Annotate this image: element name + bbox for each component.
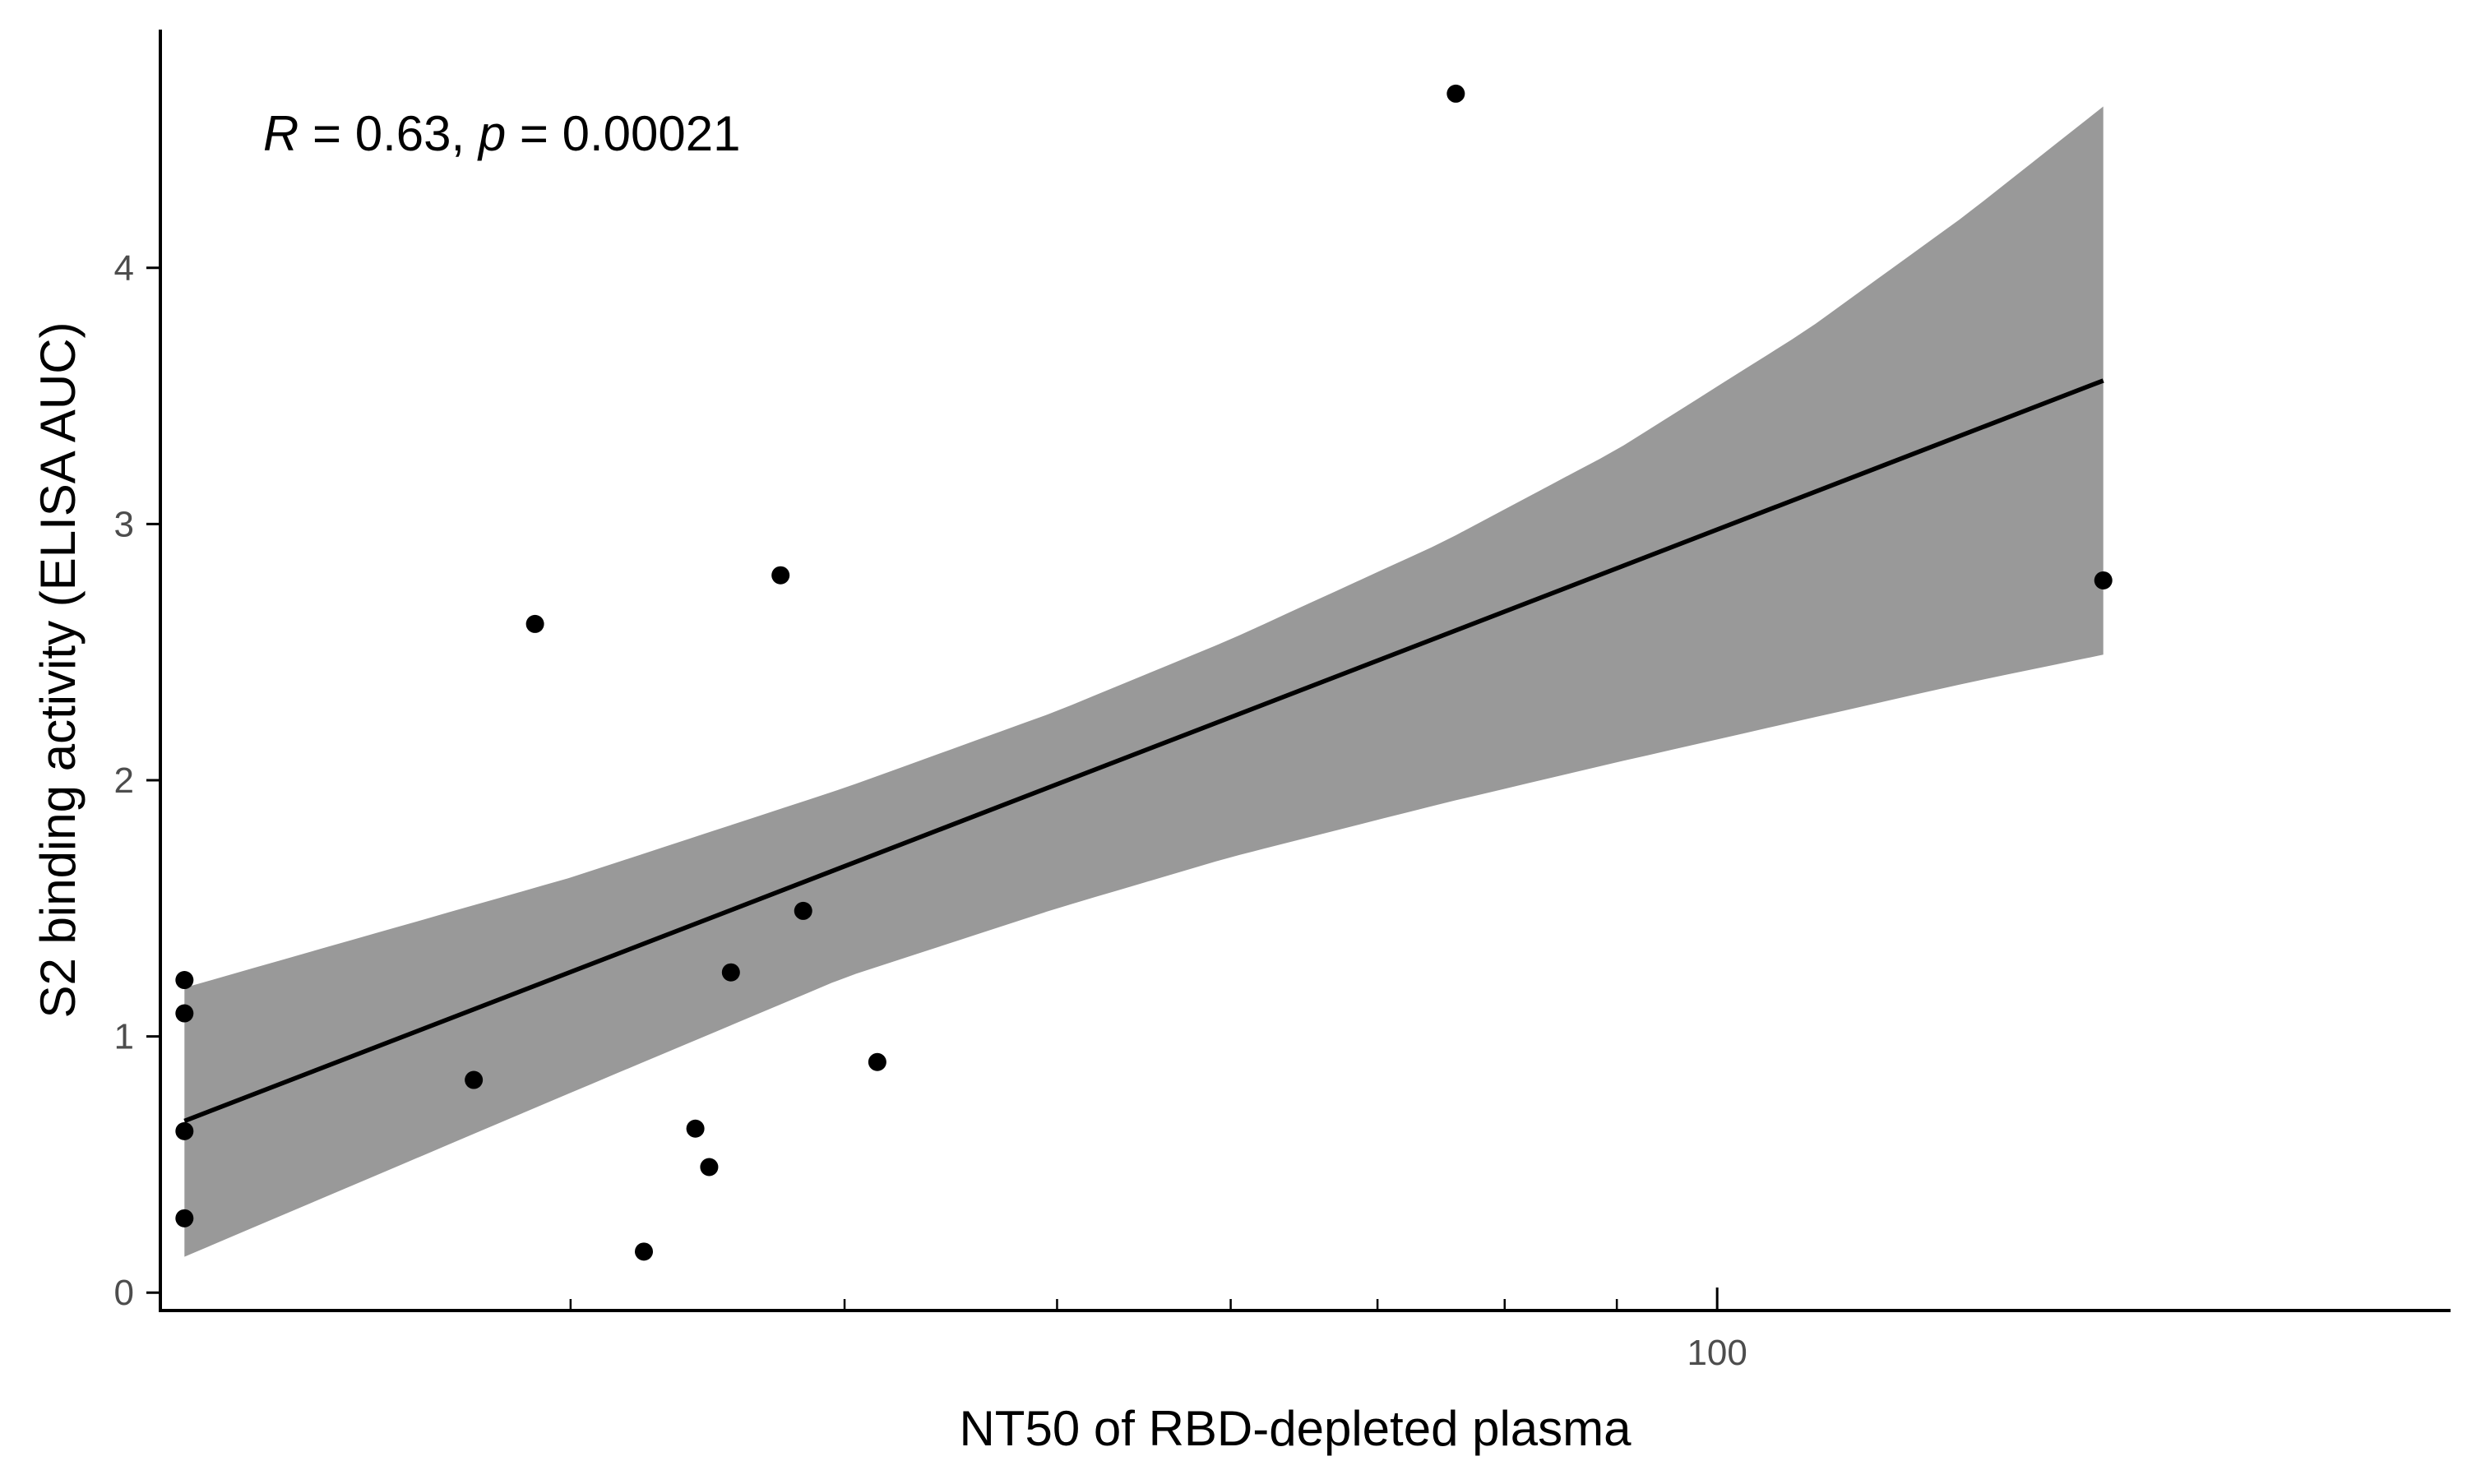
- data-point: [868, 1052, 886, 1071]
- correlation-annotation: R = 0.63, p = 0.00021: [263, 106, 740, 161]
- y-axis-title: S2 binding activity (ELISA AUC): [30, 321, 86, 1018]
- confidence-band-layer: [184, 106, 2104, 1257]
- y-tick-label: 3: [114, 504, 134, 544]
- data-point: [700, 1158, 719, 1177]
- data-point: [721, 963, 740, 982]
- data-point: [686, 1119, 705, 1138]
- data-point: [1446, 84, 1465, 103]
- y-tick-label: 2: [114, 760, 134, 801]
- axes: [159, 30, 2451, 1312]
- x-ticks: 100: [569, 1288, 1747, 1373]
- fit-line-layer: [183, 378, 2104, 1123]
- data-point: [771, 566, 790, 585]
- r-symbol: R: [263, 106, 299, 161]
- y-tick-label: 4: [114, 248, 134, 289]
- data-point: [635, 1242, 654, 1261]
- data-point: [175, 1209, 194, 1227]
- y-ticks: 0 1 2 3 4: [114, 248, 160, 1313]
- data-point: [175, 1004, 194, 1023]
- x-axis-title: NT50 of RBD-depleted plasma: [959, 1401, 1632, 1456]
- confidence-band: [184, 106, 2104, 1257]
- data-point: [465, 1070, 484, 1089]
- points-layer: [175, 84, 2113, 1261]
- regression-line: [183, 378, 2104, 1123]
- y-tick-label: 0: [114, 1273, 134, 1313]
- p-value: = 0.00021: [506, 106, 740, 161]
- y-tick-label: 1: [114, 1017, 134, 1057]
- data-point: [525, 614, 544, 633]
- data-point: [2094, 571, 2113, 589]
- r-value: = 0.63,: [299, 106, 479, 161]
- data-point: [175, 1121, 194, 1140]
- x-tick-label: 100: [1687, 1333, 1747, 1373]
- data-point: [175, 971, 194, 990]
- p-symbol: p: [477, 106, 506, 161]
- data-point: [794, 901, 812, 920]
